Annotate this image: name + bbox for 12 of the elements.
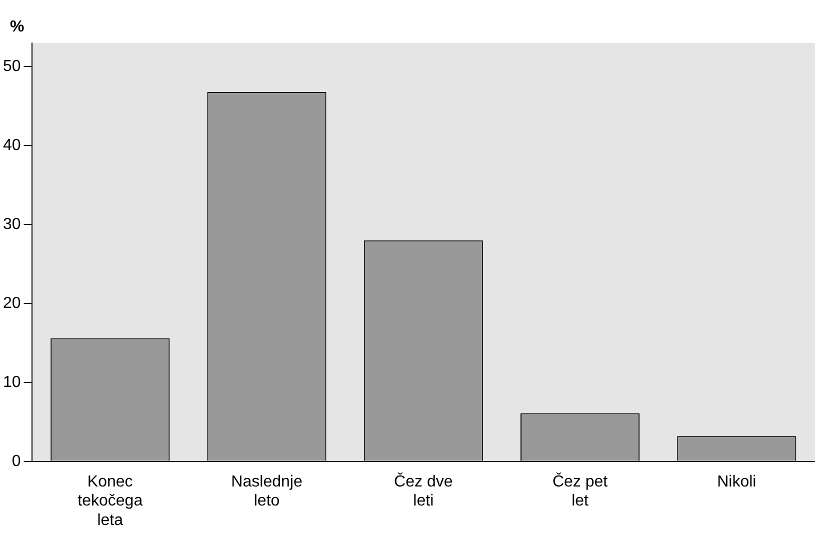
y-tick-label: 50 [3, 58, 21, 76]
y-tick-label: 0 [12, 452, 21, 470]
y-tick-label: 30 [3, 216, 21, 233]
x-tick-label: Nikoli [717, 473, 756, 490]
y-tick-label: 20 [3, 294, 21, 312]
y-axis-title: % [10, 18, 24, 36]
x-tick-label: Čez pet let [552, 472, 608, 510]
y-tick-label: 10 [3, 374, 21, 391]
x-tick-label: Konec tekočega leta [78, 473, 143, 529]
x-tick-label: Naslednje leto [231, 473, 302, 510]
x-tick-label: Čez dve leti [394, 472, 453, 510]
y-tick-label: 40 [3, 137, 21, 154]
